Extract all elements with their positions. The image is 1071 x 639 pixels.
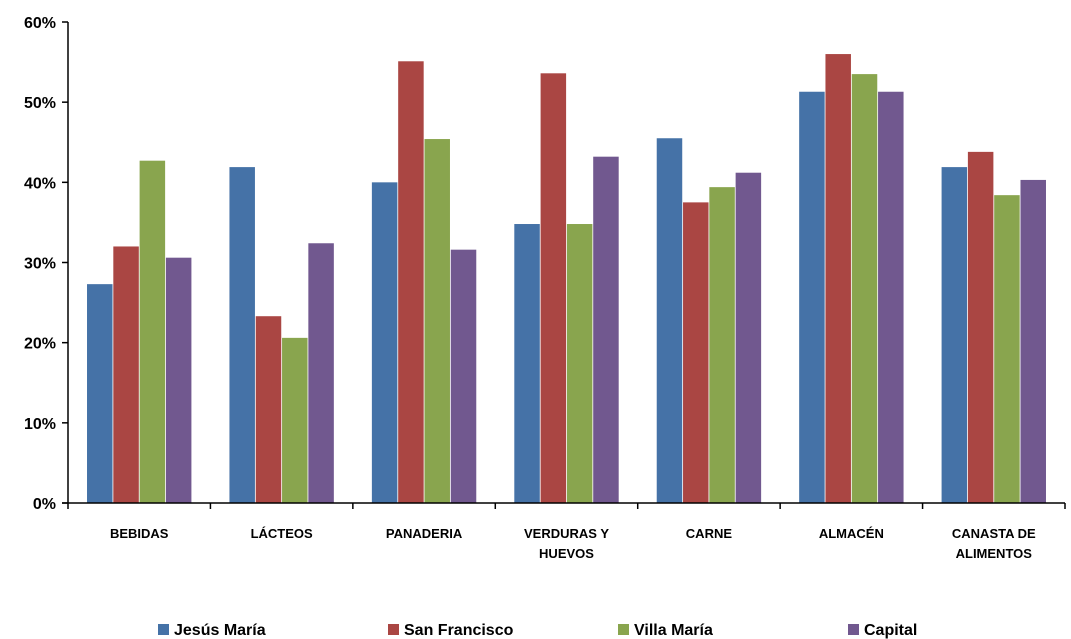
bar xyxy=(825,54,851,504)
x-tick-label: VERDURAS Y HUEVOS xyxy=(524,526,609,561)
x-tick-label: ALMACÉN xyxy=(819,526,884,541)
bar xyxy=(709,187,735,504)
bar xyxy=(514,224,540,503)
legend-label: Villa María xyxy=(634,622,713,639)
axes xyxy=(62,21,1066,509)
bar xyxy=(941,167,968,503)
y-tick-label: 40% xyxy=(24,175,56,192)
x-tick-label: BEBIDAS xyxy=(110,526,169,541)
bar xyxy=(229,167,255,503)
bar xyxy=(398,61,424,503)
y-tick-label: 20% xyxy=(24,336,56,353)
y-tick-label: 0% xyxy=(33,496,56,513)
bar xyxy=(371,182,398,504)
bar xyxy=(593,156,619,503)
legend: Jesús María San Francisco Villa María Capit… xyxy=(158,622,917,639)
legend-swatch xyxy=(848,624,859,635)
bar xyxy=(683,202,709,503)
x-tick-label: CARNE xyxy=(686,526,733,541)
y-axis: 0% 10% 20% 30% 40% 50% 60% xyxy=(24,15,56,513)
bar xyxy=(87,284,113,503)
x-axis-labels: BEBIDAS LÁCTEOS PANADERIA VERDURAS Y HUEVOS C… xyxy=(110,526,1036,561)
bar xyxy=(851,74,878,503)
bar xyxy=(735,172,762,504)
bar xyxy=(282,337,308,503)
bar xyxy=(308,243,334,503)
legend-swatch xyxy=(388,624,399,635)
y-tick-label: 60% xyxy=(24,15,56,32)
x-tick-label: CANASTA DE ALIMENTOS xyxy=(952,526,1036,561)
y-tick-label: 10% xyxy=(24,416,56,433)
bar xyxy=(139,160,166,503)
bar xyxy=(656,138,683,503)
bar xyxy=(1020,179,1046,503)
bar xyxy=(994,195,1020,503)
x-tick-label: LÁCTEOS xyxy=(251,526,313,541)
legend-label: Capital xyxy=(864,622,917,639)
bar xyxy=(424,139,450,503)
x-tick-label: PANADERIA xyxy=(386,526,463,541)
legend-label: San Francisco xyxy=(404,622,514,639)
bars xyxy=(87,54,1046,504)
legend-swatch xyxy=(618,624,629,635)
bar xyxy=(878,91,904,504)
legend-label: Jesús María xyxy=(174,622,266,639)
bar xyxy=(967,151,994,503)
bar xyxy=(255,316,282,503)
y-tick-label: 30% xyxy=(24,256,56,273)
bar xyxy=(799,91,825,504)
bar xyxy=(540,73,567,503)
bar xyxy=(165,257,192,503)
bar xyxy=(450,249,477,503)
bar xyxy=(113,246,139,503)
y-tick-label: 50% xyxy=(24,95,56,112)
bar xyxy=(566,224,593,503)
legend-swatch xyxy=(158,624,169,635)
